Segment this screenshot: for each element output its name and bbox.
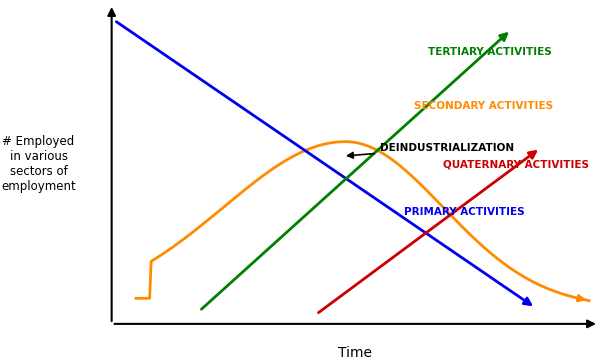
Text: # Employed
in various
sectors of
employment: # Employed in various sectors of employm… [1, 135, 76, 193]
Text: DEINDUSTRIALIZATION: DEINDUSTRIALIZATION [348, 143, 514, 158]
Text: Time: Time [338, 346, 372, 360]
Text: PRIMARY ACTIVITIES: PRIMARY ACTIVITIES [404, 207, 525, 217]
Text: SECONDARY ACTIVITIES: SECONDARY ACTIVITIES [414, 102, 553, 112]
Text: QUATERNARY ACTIVITIES: QUATERNARY ACTIVITIES [443, 159, 589, 169]
Text: TERTIARY ACTIVITIES: TERTIARY ACTIVITIES [428, 47, 552, 57]
